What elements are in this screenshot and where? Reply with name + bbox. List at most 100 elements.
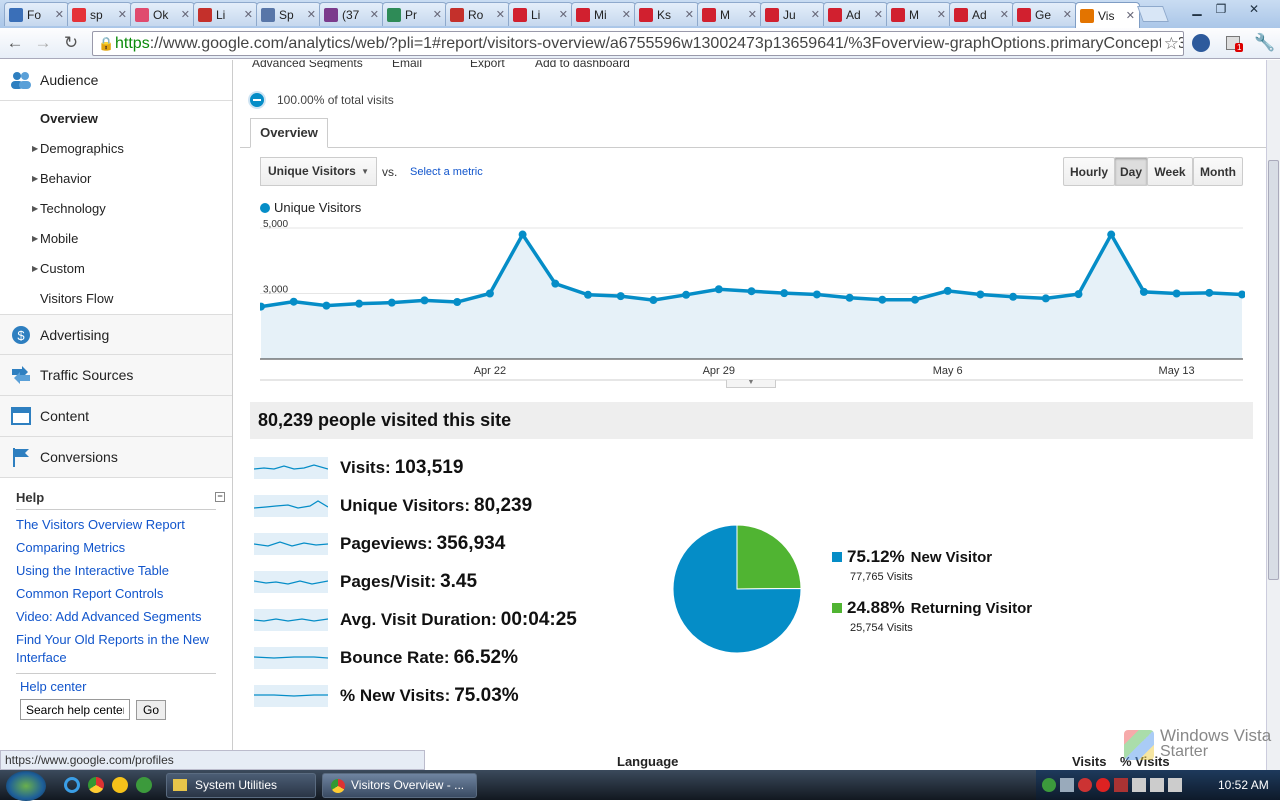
tab-close-icon[interactable]: ✕: [810, 9, 820, 21]
ie-icon[interactable]: [64, 777, 80, 793]
maximize-button[interactable]: ❐: [1215, 2, 1227, 16]
sidebar-section-content[interactable]: Content: [0, 396, 232, 437]
help-center-link[interactable]: Help center: [20, 679, 87, 694]
address-bar[interactable]: 🔒 https://www.google.com/analytics/web/?…: [92, 31, 1184, 56]
summary-metric[interactable]: % New Visits: 75.03%: [254, 682, 519, 710]
summary-metric[interactable]: Bounce Rate: 66.52%: [253, 644, 518, 672]
granularity-month-button[interactable]: Month: [1193, 157, 1243, 186]
tab-close-icon[interactable]: ✕: [117, 9, 127, 21]
reload-icon[interactable]: ↻: [63, 33, 79, 52]
granularity-hourly-button[interactable]: Hourly: [1063, 157, 1115, 186]
select-metric-link[interactable]: Select a metric: [410, 166, 483, 178]
tab-close-icon[interactable]: ✕: [369, 9, 379, 21]
metric-dropdown[interactable]: Unique Visitors ▼: [260, 157, 377, 186]
sidebar-item-behavior[interactable]: ▶ Behavior: [0, 164, 232, 194]
sidebar-item-technology[interactable]: ▶ Technology: [0, 194, 232, 224]
new-tab-button[interactable]: [1137, 6, 1169, 22]
browser-tab[interactable]: Fo ✕: [4, 2, 69, 26]
tab-close-icon[interactable]: ✕: [684, 9, 694, 21]
chrome-quicklaunch-icon[interactable]: [88, 777, 104, 793]
browser-tab[interactable]: Ju ✕: [760, 2, 825, 26]
sidebar-item-overview[interactable]: Overview: [0, 104, 232, 134]
browser-tab[interactable]: Ad ✕: [949, 2, 1014, 26]
back-icon[interactable]: ←: [6, 33, 24, 52]
granularity-day-button[interactable]: Day: [1114, 157, 1148, 186]
granularity-week-button[interactable]: Week: [1147, 157, 1193, 186]
messenger-icon[interactable]: [112, 777, 128, 793]
summary-metric[interactable]: Avg. Visit Duration: 00:04:25: [253, 606, 577, 634]
browser-tab[interactable]: Ok ✕: [130, 2, 195, 26]
tab-close-icon[interactable]: ✕: [558, 9, 568, 21]
close-window-button[interactable]: ✕: [1248, 2, 1260, 16]
help-link[interactable]: The Visitors Overview Report: [16, 517, 185, 532]
table-header-language[interactable]: Language: [617, 754, 679, 769]
tab-close-icon[interactable]: ✕: [180, 9, 190, 21]
top-link[interactable]: Add to dashboard: [535, 60, 630, 68]
extension-icon[interactable]: [1192, 34, 1210, 52]
scrollbar-thumb[interactable]: [1268, 160, 1279, 580]
visitors-line-chart[interactable]: 5,000 3,000 Apr 22 Apr 29 May 6 May 13: [260, 220, 1245, 390]
sidebar-section-advertising[interactable]: $ Advertising: [0, 314, 232, 355]
browser-tab[interactable]: Mi ✕: [571, 2, 636, 26]
chart-resize-handle[interactable]: ▼: [726, 379, 776, 388]
top-link[interactable]: Email: [392, 60, 423, 68]
taskbar-system-utilities[interactable]: System Utilities: [166, 773, 316, 798]
tab-close-icon[interactable]: ✕: [873, 9, 883, 21]
utorrent-icon[interactable]: [136, 777, 152, 793]
sidebar-item-demographics[interactable]: ▶ Demographics: [0, 134, 232, 164]
tab-overview[interactable]: Overview: [250, 118, 328, 148]
pie-slice-returning-visitor[interactable]: [736, 524, 802, 590]
tab-close-icon[interactable]: ✕: [1062, 9, 1072, 21]
help-link[interactable]: Find Your Old Reports in the New Interfa…: [16, 632, 209, 665]
browser-tab[interactable]: Li ✕: [193, 2, 258, 26]
browser-tab[interactable]: Pr ✕: [382, 2, 447, 26]
browser-tab[interactable]: sp ✕: [67, 2, 132, 26]
tab-close-icon[interactable]: ✕: [306, 9, 316, 21]
summary-metric[interactable]: Pageviews: 356,934: [253, 530, 505, 558]
table-header-visits[interactable]: Visits: [1072, 754, 1107, 769]
taskbar-visitors-overview[interactable]: Visitors Overview - ...: [322, 773, 477, 798]
start-button[interactable]: [6, 771, 46, 801]
top-link[interactable]: Advanced Segments: [252, 60, 363, 68]
tab-close-icon[interactable]: ✕: [432, 9, 442, 21]
sidebar-section-audience[interactable]: Audience: [0, 60, 232, 101]
wrench-icon[interactable]: 🔧: [1254, 33, 1276, 52]
clock[interactable]: 10:52 AM: [1218, 778, 1269, 792]
browser-tab[interactable]: (37 ✕: [319, 2, 384, 26]
help-search-input[interactable]: [20, 699, 130, 720]
top-link[interactable]: Export: [470, 60, 505, 68]
tab-close-icon[interactable]: ✕: [1125, 10, 1135, 22]
browser-tab[interactable]: Ad ✕: [823, 2, 888, 26]
browser-tab[interactable]: Sp ✕: [256, 2, 321, 26]
tab-close-icon[interactable]: ✕: [999, 9, 1009, 21]
help-link[interactable]: Video: Add Advanced Segments: [16, 609, 202, 624]
tab-close-icon[interactable]: ✕: [495, 9, 505, 21]
help-link[interactable]: Using the Interactive Table: [16, 563, 169, 578]
sidebar-item-custom[interactable]: ▶ Custom: [0, 254, 232, 284]
browser-tab[interactable]: Ks ✕: [634, 2, 699, 26]
page-scrollbar[interactable]: [1266, 60, 1280, 770]
tab-close-icon[interactable]: ✕: [747, 9, 757, 21]
browser-tab[interactable]: Li ✕: [508, 2, 573, 26]
tab-close-icon[interactable]: ✕: [54, 9, 64, 21]
browser-tab[interactable]: Ro ✕: [445, 2, 510, 26]
tray-icons[interactable]: [1042, 778, 1212, 792]
summary-metric[interactable]: Visits: 103,519: [253, 454, 463, 482]
minimize-button[interactable]: ▁: [1192, 2, 1202, 16]
summary-metric[interactable]: Unique Visitors: 80,239: [253, 492, 532, 520]
pie-slice-new-visitor[interactable]: [672, 524, 802, 654]
collapse-icon[interactable]: −: [215, 492, 225, 502]
go-button[interactable]: Go: [136, 699, 167, 720]
notification-icon[interactable]: 1: [1226, 36, 1244, 52]
visitor-type-pie[interactable]: [671, 523, 803, 655]
tab-close-icon[interactable]: ✕: [243, 9, 253, 21]
browser-tab[interactable]: M ✕: [697, 2, 762, 26]
browser-tab[interactable]: Ge ✕: [1012, 2, 1077, 26]
tab-close-icon[interactable]: ✕: [621, 9, 631, 21]
sidebar-section-conversions[interactable]: Conversions: [0, 437, 232, 478]
browser-tab[interactable]: M ✕: [886, 2, 951, 26]
forward-icon[interactable]: →: [34, 33, 52, 52]
sidebar-item-mobile[interactable]: ▶ Mobile: [0, 224, 232, 254]
sidebar-section-traffic-sources[interactable]: Traffic Sources: [0, 355, 232, 396]
browser-tab[interactable]: Vis ✕: [1075, 2, 1140, 28]
